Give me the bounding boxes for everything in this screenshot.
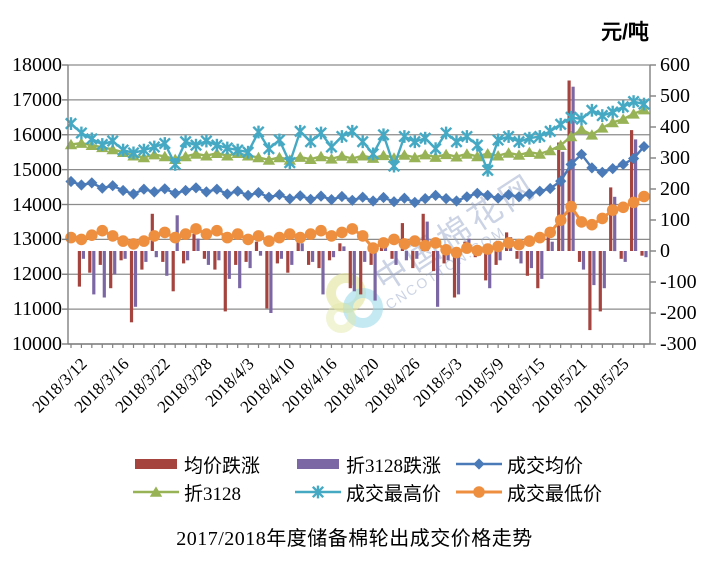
bar-series-avg-price-change [77,80,644,331]
legend-label-avg-price-change: 均价跌涨 [184,455,261,477]
y-axis-tick-label-left: 13000 [12,228,62,251]
y-axis-tick-label-left: 17000 [12,88,62,111]
watermark-ring-icon [343,288,383,328]
line-series-avg-price [65,141,650,208]
legend-item-index3128-change: 折3128跌涨 [294,452,442,477]
y-axis-tick-label-left: 18000 [12,54,62,76]
y-axis-tick-label-left: 12000 [12,263,62,286]
legend-swatch-avg-price [456,458,502,470]
legend-item-max-price: 成交最高价 [294,480,442,505]
legend-swatch-min-price [456,486,502,498]
watermark-text: 中国棉花网 [369,167,544,299]
y-axis-tick-label-left: 11000 [12,298,62,321]
legend-label-max-price: 成交最高价 [346,483,442,505]
legend-swatch-max-price [295,485,341,499]
line-series-min-price [65,190,650,259]
line-series-index3128 [64,104,651,165]
y-axis-tick-label-right: -200 [660,302,697,324]
legend-label-min-price: 成交最低价 [507,483,603,505]
legend-item-avg-price-change: 均价跌涨 [132,452,261,477]
legend-swatch-avg-price-change [135,459,177,469]
legend-swatch-index3128-change [297,459,339,469]
y-axis-tick-label-right: 100 [660,209,690,231]
y-axis-tick-label-right: 600 [660,54,690,76]
legend-swatch-index3128 [133,486,179,497]
y-axis-tick-label-right: 200 [660,178,690,200]
legend-label-index3128-change: 折3128跌涨 [346,455,442,477]
legend-item-avg-price: 成交均价 [455,452,584,477]
legend-label-avg-price: 成交均价 [507,455,584,477]
chart-title: 2017/2018年度储备棉轮出成交价格走势 [176,528,533,550]
y-axis-tick-label-right: 400 [660,116,690,138]
axis-unit-label: 元/吨 [601,21,649,44]
y-axis-tick-label-right: 0 [660,240,670,262]
line-series-max-price [64,95,651,177]
bar-series-index3128-change [81,86,648,313]
y-axis-tick-label-left: 14000 [12,193,62,216]
axes [62,64,656,348]
y-axis-tick-label-left: 10000 [12,333,62,355]
y-axis-tick-label-left: 16000 [12,123,62,146]
y-axis-tick-label-right: 500 [660,85,690,107]
legend-item-min-price: 成交最低价 [455,480,603,505]
y-axis-tick-label-left: 15000 [12,158,62,181]
y-axis-tick-label-right: 300 [660,147,690,169]
y-axis-tick-label-right: -100 [660,271,697,293]
legend-item-index3128: 折3128 [132,480,242,505]
y-axis-tick-label-right: -300 [660,333,697,355]
legend-label-index3128: 折3128 [184,483,242,505]
watermark-ring-icon [326,303,356,333]
